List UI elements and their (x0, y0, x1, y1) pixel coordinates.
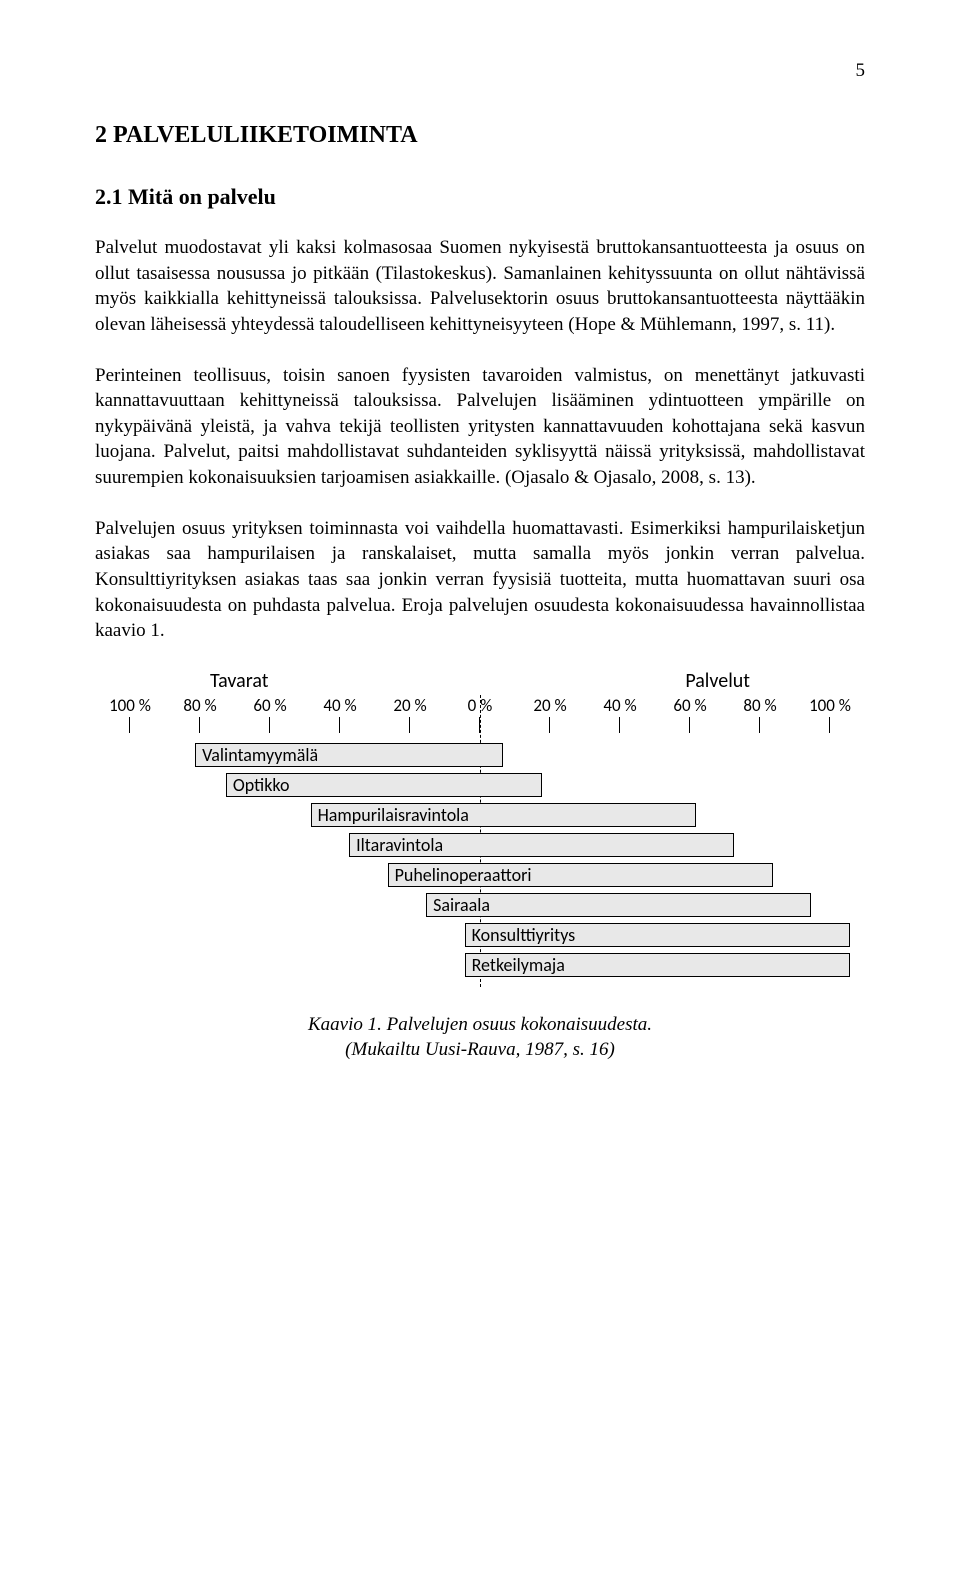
scale-tick (585, 717, 655, 738)
caption-line-2: (Mukailtu Uusi-Rauva, 1987, s. 16) (95, 1038, 865, 1063)
scale-label: 60 % (235, 695, 305, 716)
chart-bar: Sairaala (426, 893, 811, 917)
scale-tick (515, 717, 585, 738)
subsection-heading: 2.1 Mitä on palvelu (95, 184, 865, 210)
scale-label: 60 % (655, 695, 725, 716)
axis-label-right: Palvelut (685, 669, 845, 693)
section-heading: 2 PALVELULIIKETOIMINTA (95, 122, 865, 149)
scale-tick (305, 717, 375, 738)
caption-line-1: Kaavio 1. Palvelujen osuus kokonaisuudes… (95, 1013, 865, 1038)
chart-bar: Valintamyymälä (195, 743, 503, 767)
scale-label: 40 % (585, 695, 655, 716)
paragraph-3: Palvelujen osuus yrityksen toiminnasta v… (95, 516, 865, 644)
scale-tick (95, 717, 165, 738)
scale-label: 40 % (305, 695, 375, 716)
scale-tick (235, 717, 305, 738)
page-container: 5 2 PALVELULIIKETOIMINTA 2.1 Mitä on pal… (0, 0, 960, 1102)
chart-bar: Retkeilymaja (465, 953, 850, 977)
scale-label: 80 % (165, 695, 235, 716)
chart-bar: Optikko (226, 773, 542, 797)
chart-caption: Kaavio 1. Palvelujen osuus kokonaisuudes… (95, 1013, 865, 1062)
scale-label: 20 % (515, 695, 585, 716)
scale-label: 100 % (95, 695, 165, 716)
scale-tick (165, 717, 235, 738)
scale-label: 100 % (795, 695, 865, 716)
chart-bar: Konsulttiyritys (465, 923, 850, 947)
page-number: 5 (95, 60, 865, 82)
axis-label-left: Tavarat (115, 669, 268, 693)
chart-bar: Iltaravintola (349, 833, 734, 857)
paragraph-1: Palvelut muodostavat yli kaksi kolmasosa… (95, 235, 865, 338)
paragraph-2: Perinteinen teollisuus, toisin sanoen fy… (95, 363, 865, 491)
chart-axis-labels: Tavarat Palvelut (95, 669, 865, 693)
scale-tick (375, 717, 445, 738)
chart-bar: Puhelinoperaattori (388, 863, 773, 887)
chart-bars-area: Valintamyymälä Optikko Hampurilaisravintol… (95, 743, 865, 983)
chart-kaavio-1: Tavarat Palvelut 100 %80 %60 %40 %20 %0 … (95, 669, 865, 983)
scale-label: 20 % (375, 695, 445, 716)
scale-tick (795, 717, 865, 738)
scale-tick (725, 717, 795, 738)
scale-tick (655, 717, 725, 738)
chart-bar: Hampurilaisravintola (311, 803, 696, 827)
scale-label: 80 % (725, 695, 795, 716)
